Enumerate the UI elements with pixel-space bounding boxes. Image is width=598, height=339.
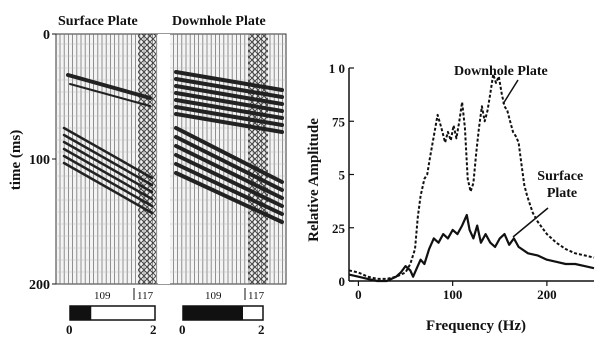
time-tick-label: 0 [43, 28, 50, 43]
seismic-section: Surface Plate Downhole Plate time (ms) 0… [8, 14, 287, 337]
x-axis-title: Frequency (Hz) [426, 318, 526, 334]
reflection-event [62, 140, 154, 194]
reflection-event [174, 162, 284, 216]
spectrum-chart: Relative Amplitude Frequency (Hz) 0 25 5 75… [306, 61, 595, 334]
y-tick-label: 0 [339, 274, 346, 289]
surface-series-label: Surface Plate [537, 169, 586, 201]
downhole-series-label: Downhole Plate [454, 64, 548, 79]
reflection-event [62, 126, 154, 180]
downhole-scale-max: 2 [258, 322, 265, 337]
y-tick-label: 5 [339, 168, 346, 183]
reflection-event [62, 133, 154, 187]
reflection-event [174, 144, 284, 200]
reflection-event [62, 147, 154, 201]
time-tick-label: 100 [29, 153, 50, 168]
y-tick-label: 75 [332, 114, 346, 129]
spectrum-ticks: 0 25 5 75 1 0 0 100 200 [329, 61, 557, 302]
time-axis-ticks: 0 100 200 [29, 28, 56, 293]
noisy-trace-band [248, 34, 268, 284]
x-tick-label: 200 [537, 287, 557, 302]
reflection-event [62, 154, 154, 208]
downhole-label-leader [502, 79, 519, 105]
reflection-event [66, 73, 152, 100]
surface-scale-fill [70, 306, 92, 320]
reflection-event [174, 126, 284, 184]
y-axis-title: Relative Amplitude [306, 118, 322, 242]
noisy-trace-band [138, 34, 156, 284]
time-tick-label: 200 [29, 278, 50, 293]
surface-plate-title: Surface Plate [58, 14, 138, 29]
x-tick-label: 100 [443, 287, 463, 302]
surface-trace-label-117: 117 [137, 290, 154, 302]
surface-scale-min: 0 [66, 322, 73, 337]
reflection-event [174, 98, 284, 120]
reflection-event [174, 70, 284, 92]
reflection-event [174, 112, 284, 134]
time-axis-title: time (ms) [8, 130, 24, 190]
downhole-plate-title: Downhole Plate [172, 14, 266, 29]
x-tick-label: 0 [355, 287, 362, 302]
reflection-event [69, 83, 151, 107]
seismic-reflection-events [62, 70, 284, 224]
panel-gap [158, 34, 170, 284]
reflection-event [174, 105, 284, 127]
reflection-event [62, 161, 154, 215]
reflection-event [174, 135, 284, 192]
y-tick-label: 1 0 [329, 61, 345, 76]
reflection-event [174, 84, 284, 106]
reflection-event [174, 91, 284, 113]
downhole-scale-fill [183, 306, 243, 320]
surface-plate-line [348, 213, 595, 283]
surface-scale-max: 2 [150, 322, 157, 337]
downhole-trace-label-109: 109 [205, 290, 222, 302]
surface-trace-label-109: 109 [94, 290, 111, 302]
y-tick-label: 25 [332, 221, 346, 236]
surface-label-leader [512, 207, 549, 238]
reflection-event [174, 153, 284, 208]
reflection-event [174, 77, 284, 99]
reflection-event [174, 171, 284, 224]
spectrum-lines [348, 73, 595, 283]
downhole-trace-label-117: 117 [248, 290, 265, 302]
downhole-scale-min: 0 [179, 322, 186, 337]
